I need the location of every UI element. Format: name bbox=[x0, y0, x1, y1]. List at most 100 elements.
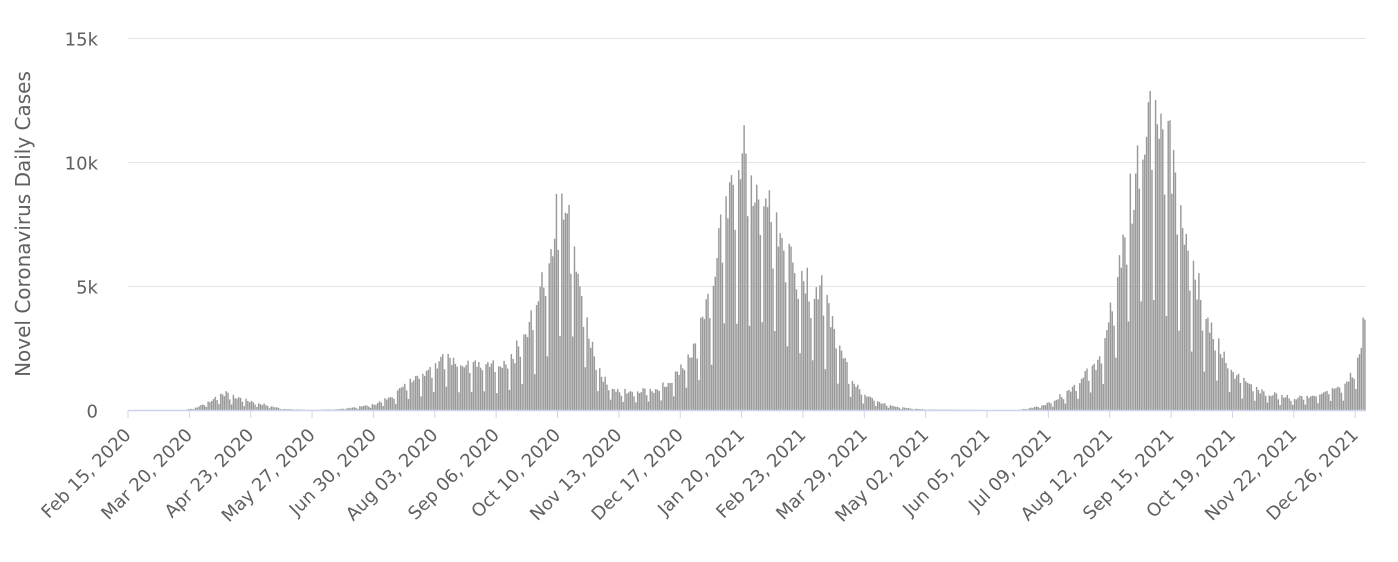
bar bbox=[1138, 188, 1141, 410]
bar bbox=[1315, 396, 1317, 410]
bar bbox=[1169, 120, 1171, 410]
bar bbox=[813, 298, 816, 410]
bar bbox=[223, 396, 226, 410]
bar bbox=[736, 323, 738, 410]
bar bbox=[633, 396, 635, 410]
bar bbox=[793, 273, 796, 410]
bar bbox=[716, 258, 718, 410]
bar bbox=[1091, 365, 1094, 410]
bar bbox=[1342, 400, 1344, 410]
bar bbox=[485, 364, 487, 410]
bar bbox=[579, 286, 581, 410]
bar bbox=[568, 204, 570, 410]
bar bbox=[546, 356, 549, 410]
bar bbox=[470, 391, 473, 410]
bar bbox=[1198, 273, 1200, 410]
bar bbox=[617, 388, 619, 410]
bar bbox=[1100, 363, 1103, 410]
bar bbox=[916, 408, 919, 410]
bar bbox=[1264, 395, 1267, 410]
bar bbox=[808, 301, 810, 410]
bar bbox=[238, 397, 240, 410]
bar bbox=[1248, 383, 1251, 410]
bar bbox=[277, 407, 280, 410]
bar bbox=[1154, 99, 1157, 410]
bar bbox=[721, 262, 724, 410]
bar bbox=[1131, 223, 1133, 410]
bar bbox=[1144, 154, 1146, 410]
bar bbox=[822, 315, 825, 410]
bar bbox=[423, 375, 426, 410]
bar bbox=[395, 403, 397, 410]
bar bbox=[1364, 319, 1366, 410]
bar bbox=[826, 294, 828, 410]
bar bbox=[566, 213, 568, 410]
bar bbox=[1174, 172, 1177, 410]
bar bbox=[268, 408, 271, 410]
bar bbox=[830, 327, 832, 410]
bar bbox=[570, 273, 572, 410]
bar bbox=[256, 406, 258, 410]
bar bbox=[1290, 400, 1292, 410]
bar bbox=[1190, 351, 1193, 410]
bar bbox=[1172, 150, 1175, 411]
bar bbox=[609, 399, 612, 410]
bar bbox=[810, 318, 812, 410]
bar bbox=[1207, 317, 1209, 410]
bar bbox=[1304, 404, 1307, 410]
bar bbox=[1299, 395, 1301, 410]
bar bbox=[483, 391, 485, 410]
bar bbox=[799, 353, 801, 410]
bar bbox=[700, 317, 702, 410]
bar bbox=[876, 401, 879, 410]
bar bbox=[432, 391, 435, 410]
bar bbox=[913, 409, 915, 410]
bar bbox=[1055, 399, 1058, 410]
bar bbox=[517, 346, 520, 410]
bar bbox=[828, 303, 830, 410]
bar bbox=[1075, 391, 1077, 410]
bar bbox=[400, 387, 402, 410]
bar bbox=[1236, 375, 1238, 410]
bar bbox=[387, 397, 390, 410]
bar bbox=[1073, 384, 1076, 410]
bar bbox=[1239, 382, 1242, 410]
bar bbox=[1272, 395, 1274, 410]
bar bbox=[1106, 330, 1108, 410]
bar bbox=[1107, 322, 1110, 410]
bar bbox=[682, 368, 684, 410]
bar bbox=[792, 262, 794, 410]
bar bbox=[1032, 407, 1034, 410]
bar bbox=[427, 369, 430, 410]
bar bbox=[756, 184, 758, 410]
bar bbox=[239, 397, 242, 410]
bar bbox=[1257, 390, 1260, 410]
bar bbox=[326, 409, 328, 410]
bar bbox=[227, 392, 229, 410]
bar bbox=[360, 406, 363, 410]
bar bbox=[431, 377, 433, 410]
bar bbox=[1351, 377, 1354, 410]
bar bbox=[292, 409, 294, 410]
bar bbox=[501, 367, 504, 410]
bar bbox=[272, 406, 274, 410]
bar bbox=[555, 193, 558, 410]
bar bbox=[1151, 169, 1153, 410]
bar bbox=[1310, 396, 1312, 410]
bar bbox=[349, 408, 352, 410]
bar bbox=[1286, 394, 1289, 410]
bar bbox=[1102, 383, 1104, 410]
bar bbox=[734, 229, 736, 410]
bar bbox=[1273, 392, 1276, 410]
bar bbox=[526, 337, 529, 410]
bar bbox=[465, 365, 467, 410]
bar bbox=[775, 212, 778, 410]
bar bbox=[698, 379, 700, 410]
y-axis-ticks: 0 5k 10k 15k bbox=[65, 30, 99, 423]
bar bbox=[741, 153, 744, 410]
bar bbox=[591, 341, 594, 410]
bar bbox=[851, 380, 854, 410]
bar bbox=[409, 378, 411, 410]
bar bbox=[391, 397, 393, 410]
